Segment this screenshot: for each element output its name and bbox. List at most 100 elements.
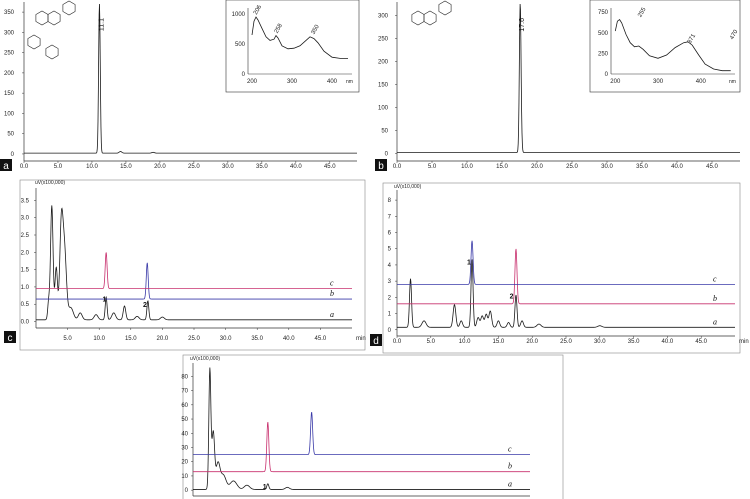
panel-b-x-tick-label: 20.0 (531, 164, 543, 170)
panel-b-inset-peak-label: 470 (729, 29, 740, 41)
panel-e-y-tick-label: 60 (181, 403, 188, 409)
panel-b-inset-x-unit: nm (729, 79, 736, 85)
panel-d-x-tick-label: 10.0 (459, 339, 471, 345)
panel-d-trace-a (397, 259, 735, 328)
panel-d-trace-b (397, 248, 735, 305)
panel-c-badge-label: c (8, 333, 13, 344)
panel-a-inset-x-tick-label: 400 (327, 79, 338, 85)
panel-b-y-tick-label: 200 (378, 59, 389, 65)
panel-e-trace-a (193, 367, 530, 490)
panel-d-badge-label: d (373, 336, 379, 347)
panel-c-x-tick-label: 30.0 (220, 336, 232, 342)
panel-b-peak-label: 17.6 (519, 18, 526, 32)
panel-d-trace-label-c: c (713, 274, 717, 283)
panel-d-x-unit: min (739, 339, 749, 345)
panel-a-y-tick-label: 0 (11, 152, 15, 158)
panel-b-x-tick-label: 45.0 (706, 164, 718, 170)
panel-a-x-tick-label: 30.0 (222, 164, 234, 170)
panel-b-inset-y-tick-label: 0 (605, 72, 609, 78)
panel-b-x-tick-label: 35.0 (636, 164, 648, 170)
panel-b-y-tick-label: 300 (378, 13, 389, 19)
panel-a-inset-x-tick-label: 300 (287, 79, 298, 85)
panel-c-peak-label: 1 (103, 297, 107, 304)
panel-c-y-tick-label: 1.5 (21, 268, 30, 274)
panel-c-frame (19, 179, 366, 351)
panel-b-x-tick-label: 40.0 (671, 164, 683, 170)
panel-c-x-tick-label: 40.0 (283, 336, 295, 342)
panel-c-trace-label-c: c (330, 279, 334, 288)
panel-d-y-tick-label: 4 (388, 263, 392, 269)
panel-c-x-tick-label: 10.0 (93, 336, 105, 342)
panel-a-inset-peak-label: 258 (274, 22, 285, 34)
panel-a-inset-spectrum (251, 16, 348, 59)
panel-a-y-tick-label: 150 (4, 91, 15, 97)
panel-d-badge (370, 334, 382, 346)
panel-a-y-tick-label: 200 (4, 71, 15, 77)
panel-b-y-tick-label: 50 (381, 128, 388, 134)
panel-d-x-tick-label: 5.0 (427, 339, 436, 345)
panel-a-badge (0, 159, 12, 171)
panel-c-badge (4, 331, 16, 343)
panel-b-inset-x-tick-label: 300 (653, 79, 664, 85)
panel-c-x-tick-label: 15.0 (125, 336, 137, 342)
panel-e-trace-c (193, 411, 530, 455)
panel-d-y-tick-label: 8 (388, 198, 392, 204)
panel-c-trace-label-a: a (330, 310, 334, 319)
panel-a-y-tick-label: 300 (4, 30, 15, 36)
panel-b-inset-x-tick-label: 200 (610, 79, 621, 85)
panel-c-y-tick-label: 2.0 (21, 250, 30, 256)
panel-b-inset-spectrum (614, 19, 731, 72)
panel-a-y-tick-label: 350 (4, 10, 15, 16)
panel-e-y-tick-label: 80 (181, 374, 188, 380)
panel-b-x-tick-label: 5.0 (428, 164, 437, 170)
panel-c-trace-a (36, 205, 352, 321)
panel-b-x-tick-label: 15.0 (496, 164, 508, 170)
panel-b-structure-sketch-rings (411, 0, 452, 26)
panel-d-x-tick-label: 35.0 (628, 339, 640, 345)
panel-e-y-tick-label: 70 (181, 389, 188, 395)
panel-c-peak-label: 2 (143, 302, 147, 309)
panel-d-trace-label-a: a (713, 317, 717, 326)
panel-b-y-tick-label: 0 (385, 151, 389, 157)
panel-b-inset-frame (589, 0, 741, 93)
panel-d-y-unit: uV(x10,000) (394, 184, 422, 190)
panel-b-badge-label: b (378, 161, 384, 172)
panel-a-structure-sketch-sugars (27, 34, 59, 60)
panel-d-y-tick-label: 1 (388, 312, 392, 318)
panel-c-y-tick-label: 0.0 (21, 320, 30, 326)
panel-b-x-tick-label: 30.0 (601, 164, 613, 170)
panel-a-x-tick-label: 35.0 (256, 164, 268, 170)
panel-d-y-tick-label: 2 (388, 295, 392, 301)
panel-b-inset-y-tick-label: 500 (598, 31, 609, 37)
panel-b-trace (397, 3, 740, 153)
panel-e-trace-label-c: c (508, 445, 512, 454)
panel-b-inset-peak-label: 255 (637, 6, 648, 18)
panel-d-frame (382, 182, 741, 354)
panel-e-trace-label-a: a (508, 479, 512, 488)
panel-e-y-tick-label: 30 (181, 445, 188, 451)
panel-c-trace-c (36, 252, 352, 290)
panel-a-inset-y-tick-label: 0 (242, 72, 246, 78)
panel-a-x-tick-label: 40.0 (290, 164, 302, 170)
panel-a-y-tick-label: 50 (7, 132, 14, 138)
panel-b-inset-peak-label: 371 (687, 33, 698, 45)
panel-b-x-tick-label: 10.0 (461, 164, 473, 170)
panel-e-peak-label: 1 (263, 484, 267, 491)
panel-a-x-tick-label: 15.0 (120, 164, 132, 170)
panel-a-peak-label: 11.1 (98, 18, 105, 31)
panel-d-y-tick-label: 5 (388, 247, 392, 253)
panel-d-trace-c (397, 240, 735, 285)
panel-d-x-tick-label: 0.0 (393, 339, 402, 345)
panel-d-y-tick-label: 6 (388, 231, 392, 237)
panel-a-y-tick-label: 250 (4, 51, 15, 57)
panel-e-trace-b (193, 421, 530, 473)
panel-a-x-tick-label: 25.0 (188, 164, 200, 170)
panel-a-x-tick-label: 10.0 (86, 164, 98, 170)
panel-c-x-tick-label: 35.0 (251, 336, 263, 342)
panel-d-x-tick-label: 30.0 (594, 339, 606, 345)
panel-e-y-tick-label: 40 (181, 431, 188, 437)
panel-d-x-tick-label: 45.0 (695, 339, 707, 345)
panel-d-y-tick-label: 0 (388, 328, 392, 334)
panel-d-x-tick-label: 25.0 (560, 339, 572, 345)
